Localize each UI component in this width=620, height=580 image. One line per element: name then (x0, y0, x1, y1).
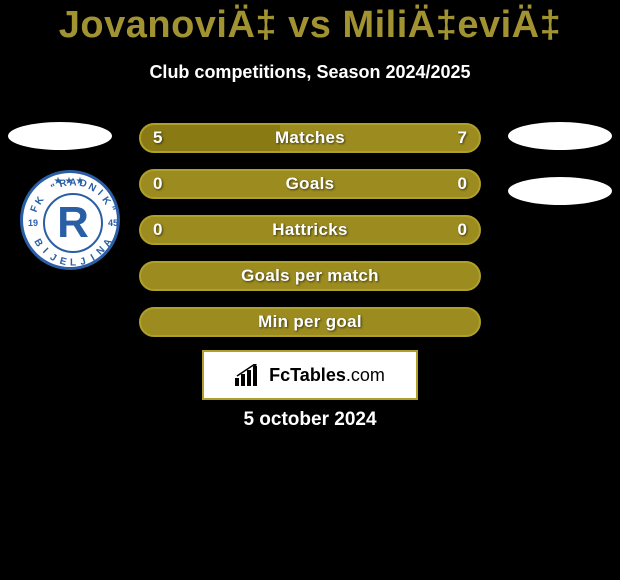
stat-label: Goals (141, 174, 479, 194)
stat-bar: Matches5 7 (139, 123, 481, 153)
stat-value-right: 7 (458, 128, 467, 148)
badge-year-right: 45 (108, 218, 118, 228)
badge-stars: ★★★ (23, 176, 117, 187)
stat-value-left: 0 (153, 220, 162, 240)
stat-bar: Min per goal (139, 307, 481, 337)
stat-value-right: 0 (458, 174, 467, 194)
avatar-placeholder-right-2 (508, 177, 612, 205)
avatar-placeholder-left (8, 122, 112, 150)
stat-value-right: 0 (458, 220, 467, 240)
brand-bold: FcTables (269, 365, 346, 385)
stat-label: Hattricks (141, 220, 479, 240)
avatar-placeholder-right-1 (508, 122, 612, 150)
page-title: JovanoviÄ‡ vs MiliÄ‡eviÄ‡ (0, 4, 620, 47)
stat-row-goals: Goals0 0 (139, 169, 481, 199)
date-text: 5 october 2024 (0, 409, 620, 431)
badge-year-left: 19 (28, 218, 38, 228)
stat-bar: Hattricks0 0 (139, 215, 481, 245)
stat-bar: Goals0 0 (139, 169, 481, 199)
stat-label: Goals per match (141, 266, 479, 286)
stat-row-matches: Matches5 7 (139, 123, 481, 153)
stat-row-hattricks: Hattricks0 0 (139, 215, 481, 245)
watermark-text: FcTables.com (269, 365, 385, 386)
stat-value-left: 0 (153, 174, 162, 194)
comparison-card: JovanoviÄ‡ vs MiliÄ‡eviÄ‡ Club competiti… (0, 0, 620, 580)
club-badge: FK "RADNIK" BIJELJINA ★★★ R 19 45 (20, 170, 120, 270)
brand-suffix: .com (346, 365, 385, 385)
stat-value-left: 5 (153, 128, 162, 148)
badge-letter: R (57, 201, 89, 245)
stat-row-min-per-goal: Min per goal (139, 307, 481, 337)
stat-label: Matches (141, 128, 479, 148)
watermark-box: FcTables.com (202, 350, 418, 400)
bar-chart-icon (235, 364, 261, 386)
stat-label: Min per goal (141, 312, 479, 332)
stat-bar: Goals per match (139, 261, 481, 291)
stat-row-goals-per-match: Goals per match (139, 261, 481, 291)
page-subtitle: Club competitions, Season 2024/2025 (0, 62, 620, 83)
badge-inner: R (43, 193, 103, 253)
